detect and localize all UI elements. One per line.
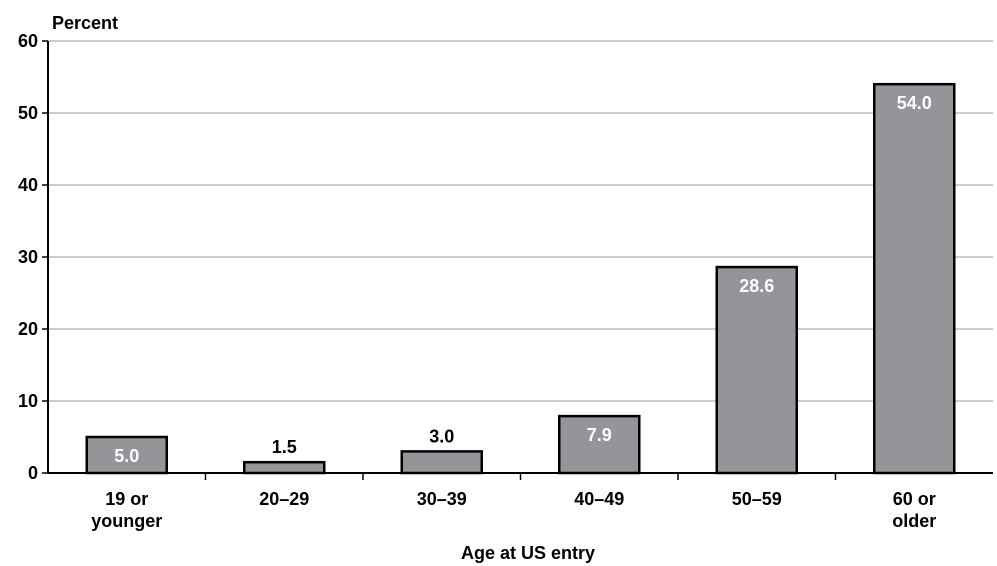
data-label: 5.0 xyxy=(114,446,139,466)
bar xyxy=(85,435,168,475)
x-tick-label: 60 or older xyxy=(892,489,936,531)
x-tick-label-line: younger xyxy=(91,511,162,531)
data-label: 3.0 xyxy=(429,426,454,446)
x-tick-label: 40–49 xyxy=(574,489,624,509)
x-tick-label: 20–29 xyxy=(259,489,309,509)
x-tick-label-line: 40–49 xyxy=(574,489,624,509)
y-tick-label: 60 xyxy=(18,31,38,51)
y-tick-label: 10 xyxy=(18,391,38,411)
y-axis-title: Percent xyxy=(52,13,118,33)
bar xyxy=(873,82,956,475)
gridlines xyxy=(48,40,993,402)
data-label: 54.0 xyxy=(897,93,932,113)
x-tick-label: 30–39 xyxy=(417,489,467,509)
y-axis-ticks: 0 10 20 30 40 50 60 xyxy=(18,31,48,483)
x-tick-label-line: 20–29 xyxy=(259,489,309,509)
x-tick-label-line: 19 or xyxy=(105,489,148,509)
x-axis-ticks: 19 or younger 20–29 30–39 40–49 50–59 60 or old… xyxy=(91,473,936,531)
y-tick-label: 50 xyxy=(18,103,38,123)
x-tick-label-line: older xyxy=(892,511,936,531)
y-tick-label: 20 xyxy=(18,319,38,339)
bar xyxy=(400,450,483,475)
x-tick-label-line: 50–59 xyxy=(732,489,782,509)
y-tick-label: 30 xyxy=(18,247,38,267)
y-tick-label: 0 xyxy=(28,463,38,483)
x-tick-label-line: 60 or xyxy=(893,489,936,509)
x-tick-label: 19 or younger xyxy=(91,489,162,531)
x-tick-label-line: 30–39 xyxy=(417,489,467,509)
bar xyxy=(715,265,798,475)
y-tick-label: 40 xyxy=(18,175,38,195)
x-tick-label: 50–59 xyxy=(732,489,782,509)
data-label: 28.6 xyxy=(739,276,774,296)
x-axis-title: Age at US entry xyxy=(461,543,595,563)
bars: 5.0 1.5 3.0 7.9 28.6 54.0 xyxy=(85,82,956,475)
bar xyxy=(243,460,326,475)
data-label: 1.5 xyxy=(272,437,297,457)
data-label: 7.9 xyxy=(587,425,612,445)
